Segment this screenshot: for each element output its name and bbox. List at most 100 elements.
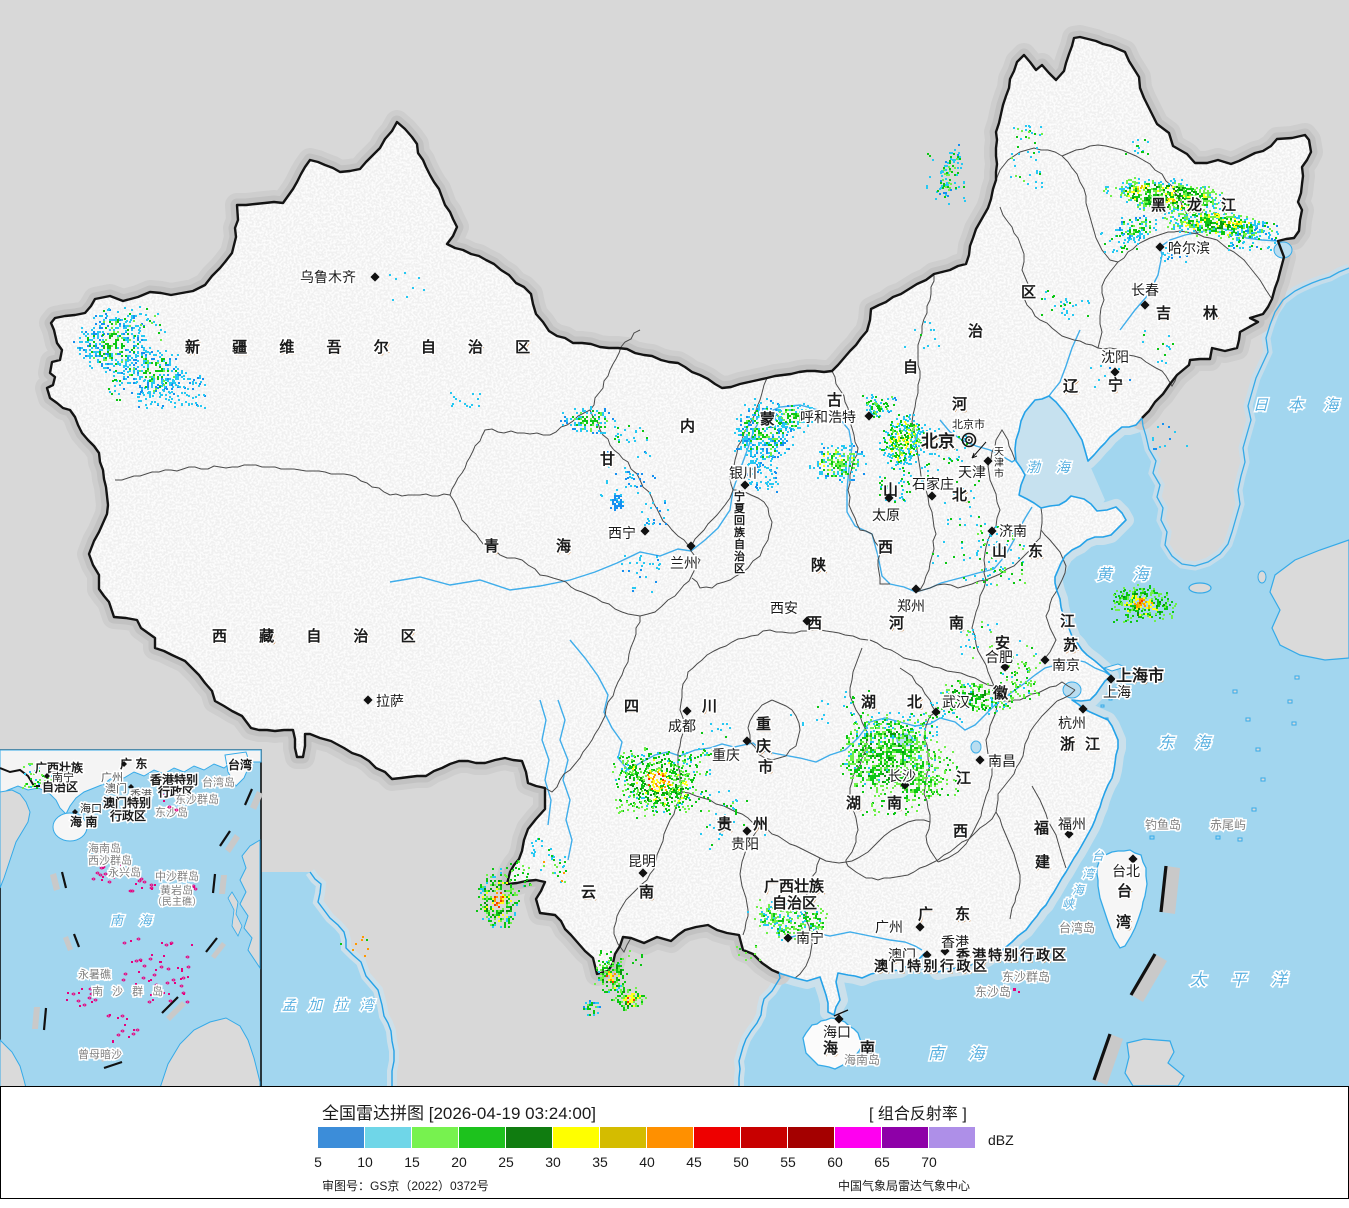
svg-text:南昌: 南昌 [988, 753, 1016, 769]
svg-text:林: 林 [1204, 305, 1220, 323]
svg-text:天津: 天津 [958, 464, 986, 480]
svg-text:兰州: 兰州 [670, 555, 698, 571]
svg-text:乌鲁木齐: 乌鲁木齐 [300, 269, 356, 285]
svg-text:浙: 浙 [1061, 736, 1076, 754]
svg-text:10: 10 [357, 1154, 373, 1170]
svg-text:海: 海 [557, 538, 572, 556]
svg-text:银川: 银川 [729, 465, 757, 481]
svg-text:黄岩岛: 黄岩岛 [160, 883, 193, 897]
svg-text:行政区: 行政区 [109, 808, 146, 823]
svg-text:湖: 湖 [862, 695, 877, 712]
svg-text:福: 福 [1034, 820, 1050, 838]
svg-text:龙: 龙 [1187, 197, 1203, 215]
svg-text:东沙群岛: 东沙群岛 [175, 792, 219, 806]
svg-text:南 沙 群 岛: 南 沙 群 岛 [92, 984, 166, 998]
svg-text:陕: 陕 [811, 556, 826, 574]
svg-text:建: 建 [1035, 853, 1051, 871]
svg-text:拉萨: 拉萨 [376, 693, 404, 709]
svg-text:江: 江 [1221, 196, 1236, 214]
svg-text:湖: 湖 [847, 796, 862, 813]
svg-text:中国气象局雷达气象中心: 中国气象局雷达气象中心 [838, 1178, 970, 1193]
svg-text:45: 45 [686, 1154, 702, 1170]
svg-text:20: 20 [451, 1154, 467, 1170]
svg-text:沈阳: 沈阳 [1101, 349, 1129, 365]
svg-text:四: 四 [624, 698, 639, 715]
svg-text:贵: 贵 [718, 816, 733, 834]
svg-text:西: 西 [879, 540, 894, 557]
svg-text:黑: 黑 [1152, 198, 1167, 215]
svg-text:东 海: 东 海 [1158, 734, 1218, 752]
svg-text:5: 5 [314, 1154, 322, 1170]
svg-text:50: 50 [733, 1154, 749, 1170]
svg-text:澳门: 澳门 [888, 947, 916, 963]
svg-text:南 海: 南 海 [928, 1045, 994, 1063]
svg-text:天: 天 [994, 447, 1004, 458]
svg-text:西安: 西安 [770, 600, 798, 616]
svg-text:福: 福 [1033, 819, 1049, 837]
svg-text:区: 区 [1021, 284, 1036, 301]
svg-text:香港: 香港 [941, 934, 969, 950]
svg-text:东: 东 [1028, 542, 1043, 560]
svg-text:上海: 上海 [1103, 684, 1131, 700]
svg-text:浙: 浙 [1060, 735, 1075, 753]
svg-text:南京: 南京 [1052, 657, 1080, 673]
svg-text:庆: 庆 [757, 738, 772, 756]
svg-text:龙: 龙 [1186, 196, 1202, 214]
svg-text:湖: 湖 [846, 795, 861, 812]
svg-text:川: 川 [702, 699, 718, 716]
svg-text:昆明: 昆明 [628, 853, 656, 869]
svg-text:自: 自 [734, 537, 745, 551]
svg-text:甘: 甘 [601, 451, 616, 469]
svg-text:南: 南 [639, 883, 654, 901]
svg-text:河: 河 [952, 395, 967, 413]
svg-text:峡: 峡 [1062, 897, 1076, 911]
svg-text:南: 南 [861, 1040, 876, 1058]
svg-text:安: 安 [996, 635, 1011, 653]
svg-text:长春: 长春 [1131, 282, 1159, 298]
svg-text:南: 南 [888, 795, 903, 813]
svg-text:香港: 香港 [130, 788, 152, 801]
svg-text:武汉: 武汉 [942, 694, 970, 710]
svg-text:广州: 广州 [101, 771, 123, 784]
svg-text:自治区: 自治区 [773, 895, 818, 913]
svg-text:济南: 济南 [999, 523, 1027, 539]
svg-text:西: 西 [954, 824, 969, 841]
svg-text:成都: 成都 [668, 718, 696, 734]
svg-text:福州: 福州 [1058, 816, 1086, 832]
svg-text:中沙群岛: 中沙群岛 [155, 869, 199, 883]
svg-text:新 疆 维 吾 尔 自 治 区: 新 疆 维 吾 尔 自 治 区 [185, 338, 544, 356]
svg-text:南: 南 [640, 884, 655, 902]
svg-text:山: 山 [993, 544, 1008, 561]
svg-text:苏: 苏 [1063, 636, 1078, 654]
svg-text:自: 自 [903, 358, 918, 376]
svg-text:山: 山 [883, 482, 898, 499]
svg-text:石家庄: 石家庄 [912, 476, 954, 492]
svg-text:辽: 辽 [1063, 378, 1078, 395]
svg-text:合肥: 合肥 [985, 649, 1013, 665]
svg-text:广西壮族: 广西壮族 [764, 877, 825, 895]
svg-text:湾: 湾 [1082, 867, 1096, 881]
svg-text:江: 江 [957, 770, 972, 788]
svg-text:台: 台 [1118, 883, 1133, 901]
svg-text:永暑礁: 永暑礁 [78, 967, 111, 981]
svg-text:曾母暗沙: 曾母暗沙 [78, 1047, 122, 1061]
svg-text:市: 市 [994, 467, 1004, 480]
svg-text:[ 组合反射率 ]: [ 组合反射率 ] [869, 1105, 967, 1123]
svg-text:蒙: 蒙 [760, 410, 775, 428]
svg-text:南 海: 南 海 [110, 913, 158, 928]
svg-text:四: 四 [625, 699, 640, 716]
svg-text:北: 北 [907, 694, 922, 711]
svg-text:贵阳: 贵阳 [731, 836, 759, 852]
svg-text:吉: 吉 [1157, 305, 1172, 323]
svg-text:dBZ: dBZ [988, 1132, 1014, 1148]
svg-text:郑州: 郑州 [897, 598, 925, 614]
svg-text:渤 海: 渤 海 [1026, 459, 1076, 475]
svg-text:南: 南 [950, 615, 965, 633]
svg-text:北京: 北京 [922, 432, 956, 452]
svg-text:建: 建 [1036, 854, 1052, 872]
svg-text:长沙: 长沙 [888, 768, 916, 784]
svg-text:审图号：GS京（2022）0372号: 审图号：GS京（2022）0372号 [322, 1178, 489, 1193]
svg-text:宁: 宁 [1108, 376, 1123, 394]
svg-text:宁: 宁 [1109, 377, 1124, 395]
svg-text:西 藏 自 治 区: 西 藏 自 治 区 [213, 628, 431, 646]
